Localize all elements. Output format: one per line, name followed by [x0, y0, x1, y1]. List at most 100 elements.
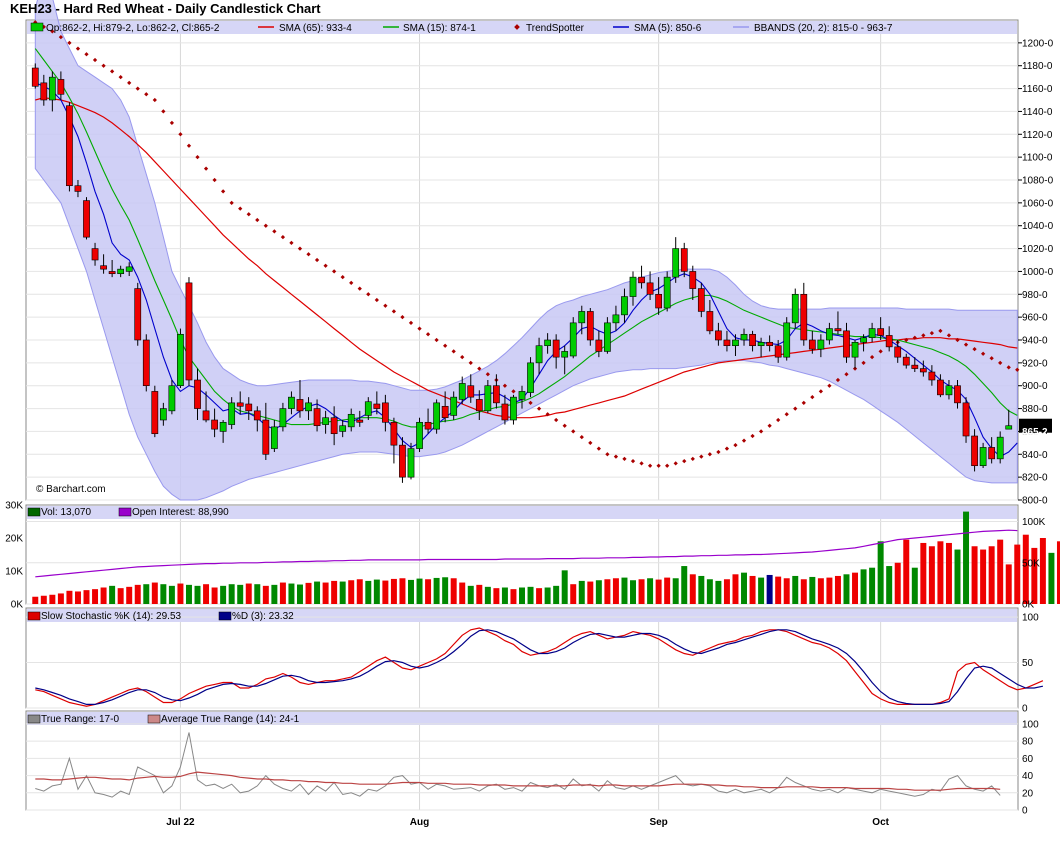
trendspotter-dot: [391, 309, 397, 314]
candle-body: [877, 328, 885, 336]
candle-body: [826, 328, 833, 341]
trendspotter-dot: [801, 400, 806, 405]
volume-bar: [681, 566, 688, 604]
trendspotter-dot: [810, 395, 815, 400]
candle-body: [151, 391, 159, 435]
price-tick-label: 940-0: [1022, 336, 1048, 347]
candle-body: [91, 248, 99, 261]
candle-body: [347, 413, 355, 428]
candle-body: [749, 333, 756, 347]
candle-body: [604, 322, 611, 352]
candle-body: [253, 410, 261, 421]
candle-body: [74, 185, 82, 192]
volume-bar: [493, 588, 500, 604]
trendspotter-dot: [929, 331, 934, 336]
volume-bar: [527, 586, 534, 604]
trendspotter-dot: [630, 459, 636, 464]
trendspotter-dot: [485, 372, 490, 377]
trendspotter-dot: [741, 438, 747, 443]
candle-body: [783, 322, 791, 358]
true-range-tick-label: 40: [1022, 771, 1034, 782]
trendspotter-dot: [861, 360, 866, 365]
trendspotter-dot: [793, 406, 798, 411]
price-tick-label: 1020-0: [1022, 244, 1054, 255]
true-range-tick-label: 20: [1022, 788, 1034, 799]
trendspotter-dot: [400, 315, 405, 320]
candle-body: [245, 403, 253, 412]
trendspotter-dot: [332, 269, 337, 274]
volume-bar: [698, 575, 705, 604]
volume-bar: [279, 582, 286, 604]
price-tick-label: 840-0: [1022, 450, 1048, 461]
trendspotter-dot: [835, 377, 841, 383]
trendspotter-dot: [383, 303, 388, 308]
open-interest-swatch: [118, 507, 132, 517]
trendspotter-dot: [673, 461, 678, 466]
price-tick-label: 1180-0: [1022, 61, 1053, 72]
trendspotter-dot: [443, 343, 448, 348]
volume-bar: [937, 541, 944, 604]
trendspotter-dot: [972, 347, 977, 352]
trendspotter-dot: [135, 86, 140, 91]
stochastic-tick-label: 50: [1022, 658, 1034, 669]
volume-bar: [869, 567, 876, 604]
volume-bar: [408, 579, 414, 604]
candle-body: [493, 385, 500, 404]
trendspotter-dot: [366, 292, 371, 297]
trendspotter-dot: [665, 463, 670, 468]
trendspotter-dot: [536, 406, 542, 411]
trendspotter-dot: [818, 389, 823, 394]
volume-bar: [954, 549, 961, 604]
candle-body: [561, 351, 569, 358]
volume-bar: [510, 589, 517, 604]
volume-bar: [476, 584, 483, 604]
legend-true-range: True Range: 17-0: [41, 714, 119, 725]
trendspotter-dot: [998, 360, 1003, 365]
candle-body: [416, 421, 423, 449]
candle-body: [296, 399, 304, 412]
volume-bar: [672, 578, 679, 604]
volume-bar: [305, 582, 312, 604]
candle-body: [937, 379, 944, 396]
candle-body: [638, 276, 645, 284]
volume-bar: [126, 586, 133, 604]
volume-bar: [980, 549, 987, 604]
candle-body: [834, 328, 842, 332]
trendspotter-dot: [502, 383, 508, 388]
legend-bbands: BBANDS (20, 2): 815-0 - 963-7: [754, 23, 893, 34]
candle-body: [655, 293, 663, 309]
volume-bar: [817, 578, 824, 604]
price-tick-label: 820-0: [1022, 473, 1048, 484]
last-price-box: [1019, 418, 1052, 433]
trendspotter-dot: [707, 452, 712, 457]
legend-sma5: SMA (5): 850-6: [634, 23, 702, 34]
true-range-tick-label: 0: [1022, 806, 1028, 817]
candle-body: [527, 362, 534, 393]
candle-body: [202, 410, 210, 421]
trendspotter-dot: [289, 240, 294, 245]
volume-bar: [168, 585, 175, 604]
legend-open-interest: Open Interest: 88,990: [132, 507, 229, 518]
volume-bar: [894, 562, 901, 604]
volume-swatch: [27, 507, 41, 517]
volume-bar: [143, 584, 150, 604]
candle-body: [458, 383, 466, 400]
volume-bar: [834, 575, 841, 604]
volume-bar: [843, 574, 850, 604]
candle-body: [501, 403, 509, 421]
candle-body: [177, 333, 184, 387]
volume-bar: [963, 511, 970, 604]
chart-title: KEH23 - Hard Red Wheat - Daily Candlesti…: [10, 1, 321, 16]
candle-body: [83, 200, 90, 238]
trendspotter-dot: [460, 355, 465, 360]
trendspotter-dot: [434, 337, 439, 343]
candle-body: [962, 402, 970, 437]
candle-body: [894, 346, 902, 358]
candle-body: [663, 276, 671, 309]
candle-body: [996, 436, 1004, 460]
candle-body: [629, 276, 637, 297]
legend-stoch-d: %D (3): 23.32: [232, 611, 294, 622]
candle-body: [381, 402, 389, 423]
volume-bar: [536, 588, 543, 604]
candle-body: [407, 448, 415, 478]
